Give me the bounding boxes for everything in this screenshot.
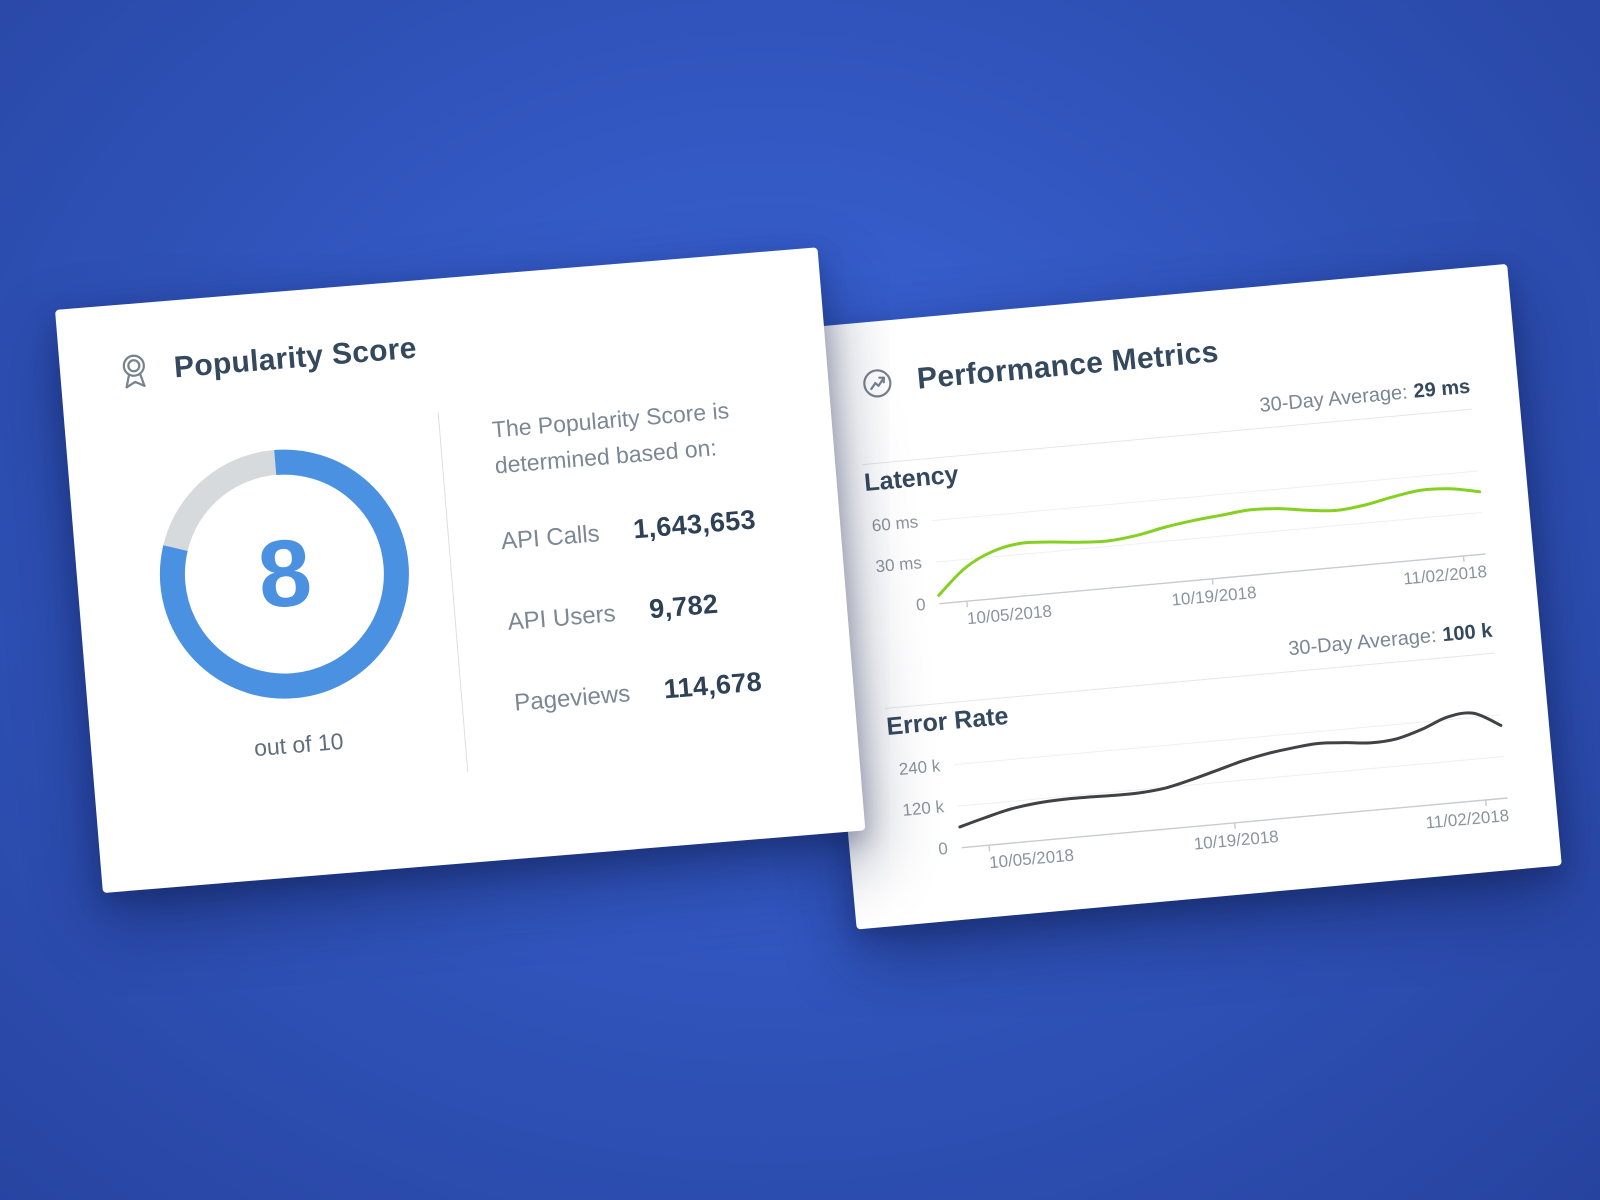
- trending-up-icon: [853, 359, 901, 407]
- average-value: 29 ms: [1412, 375, 1472, 403]
- error-rate-plot-row: 240 k 120 k 0 10/05/2018 10/19/2018 11/0…: [889, 698, 1510, 872]
- popularity-score-card: Popularity Score 8 out of 10 The Popular…: [55, 247, 866, 894]
- score-stats-section: The Popularity Score is determined based…: [448, 381, 806, 771]
- stat-value: 114,678: [662, 666, 763, 705]
- y-tick: 0: [937, 838, 949, 859]
- y-tick: 120 k: [901, 797, 945, 821]
- y-tick: 60 ms: [871, 512, 919, 536]
- x-tick: 10/05/2018: [988, 845, 1075, 873]
- performance-metrics-card: Performance Metrics 30-Day Average: 29 ms…: [802, 263, 1562, 930]
- performance-card-header: Performance Metrics: [853, 308, 1466, 407]
- popularity-card-header: Popularity Score: [111, 297, 773, 395]
- y-tick: 240 k: [897, 756, 942, 779]
- x-tick: 11/02/2018: [1424, 805, 1510, 833]
- medal-icon: [111, 348, 158, 395]
- score-donut-chart: 8: [147, 436, 423, 712]
- stat-row-pageviews: Pageviews 114,678: [513, 663, 802, 717]
- x-tick: 11/02/2018: [1402, 561, 1488, 589]
- y-axis-labels: 60 ms 30 ms 0: [867, 504, 940, 615]
- stat-label: API Calls: [500, 520, 601, 556]
- performance-card-title: Performance Metrics: [915, 335, 1220, 396]
- stat-label: Pageviews: [513, 680, 632, 717]
- latency-chart-section: 30-Day Average: 29 ms Latency 60 ms 30 ms…: [860, 376, 1490, 652]
- x-tick: 10/19/2018: [1170, 582, 1258, 610]
- x-tick: 10/19/2018: [1192, 826, 1280, 854]
- y-axis-labels: 240 k 120 k 0: [889, 748, 962, 859]
- y-tick: 30 ms: [874, 553, 923, 577]
- latency-plot-row: 60 ms 30 ms 0 10/05/2018 10/19/2018 11/0…: [867, 454, 1488, 628]
- score-description: The Popularity Score is determined based…: [490, 397, 730, 479]
- average-label: 30-Day Average:: [1287, 624, 1438, 661]
- score-out-of-label: out of 10: [253, 727, 345, 762]
- stat-row-api-calls: API Calls 1,643,653: [500, 502, 789, 556]
- score-donut-section: 8 out of 10: [117, 410, 456, 799]
- popularity-card-title: Popularity Score: [172, 331, 418, 385]
- y-tick: 0: [915, 594, 927, 615]
- popularity-score-value: 8: [254, 518, 316, 629]
- stat-value: 1,643,653: [632, 504, 757, 545]
- average-label: 30-Day Average:: [1258, 381, 1409, 417]
- latency-line-chart: 10/05/2018 10/19/2018 11/02/2018: [930, 454, 1488, 628]
- x-tick: 10/05/2018: [966, 601, 1053, 629]
- average-value: 100 k: [1441, 619, 1494, 647]
- error-rate-line-chart: 10/05/2018 10/19/2018 11/02/2018: [953, 698, 1510, 872]
- stat-value: 9,782: [648, 588, 720, 625]
- popularity-card-body: 8 out of 10 The Popularity Score is dete…: [117, 381, 806, 798]
- error-rate-chart-section: 30-Day Average: 100 k Error Rate 240 k 12…: [882, 620, 1512, 896]
- stat-label: API Users: [506, 600, 617, 637]
- donut-arc: [160, 449, 410, 699]
- stat-row-api-users: API Users 9,782: [506, 583, 795, 637]
